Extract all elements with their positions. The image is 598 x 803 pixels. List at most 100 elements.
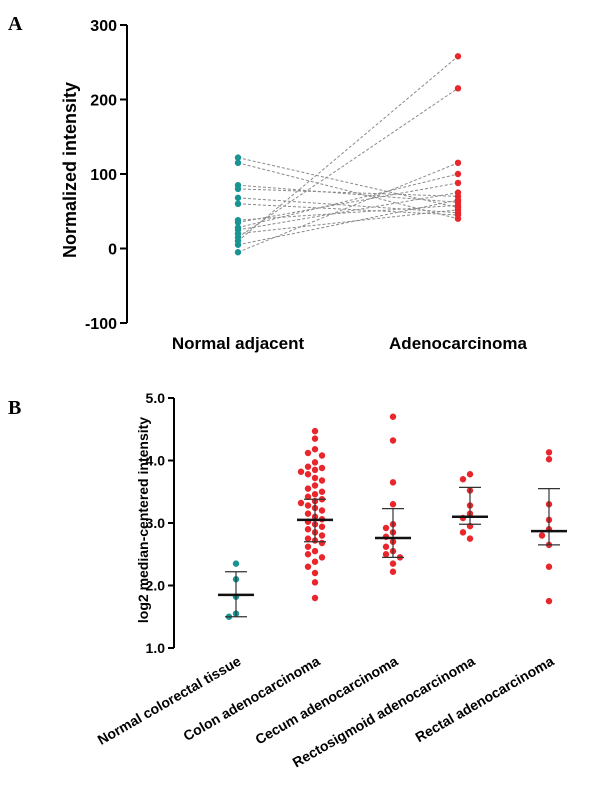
panel-b-point [304, 535, 312, 542]
panel-b-point [311, 482, 319, 489]
panel-b-point [538, 532, 546, 539]
panel-b-point [297, 499, 305, 507]
panel-a-letter: A [8, 13, 23, 35]
panel-b-point [297, 468, 305, 475]
panel-b-axes: 1.0 2.0 3.0 4.0 5.0 [146, 390, 175, 656]
panel-b-point [311, 427, 319, 435]
panel-b-point [304, 551, 312, 558]
panel-a-y-axis-title: Normalized intensity [60, 82, 80, 258]
panel-a-pair-line [237, 55, 459, 242]
panel-a-point-normal [234, 200, 242, 207]
panel-b-point [311, 466, 319, 474]
panel-a-point-normal [234, 185, 242, 193]
panel-b-point [545, 456, 553, 463]
panel-b-point [311, 594, 319, 602]
panel-b-chart: 1.0 2.0 3.0 4.0 5.0 log2 median-centered int… [95, 390, 567, 770]
panel-a-point-tumor [454, 189, 462, 196]
panel-a-pair-line [237, 162, 459, 253]
panel-a-point-normal [234, 154, 242, 161]
panel-a-points [234, 53, 462, 256]
panel-a-pair-line [237, 173, 459, 229]
panel-b-y-axis-title: log2 median-centered intensity [135, 417, 151, 623]
panel-a-pair-line [237, 204, 459, 221]
panel-b-point [389, 479, 397, 486]
panel-a-point-tumor [454, 53, 462, 60]
panel-b-point [389, 413, 397, 420]
panel-b-point [304, 563, 312, 570]
panel-a-pair-line [237, 197, 459, 214]
panel-a-point-tumor [454, 85, 462, 92]
panel-b-y-tick-label: 2.0 [146, 578, 166, 594]
panel-b-point [545, 449, 553, 456]
panel-b-point [304, 510, 312, 517]
panel-b-point [545, 563, 553, 570]
panel-b-letter: B [8, 397, 21, 419]
panel-b-point [311, 459, 319, 466]
panel-a-y-tick-label: 200 [90, 93, 117, 110]
panel-b-point [311, 579, 319, 586]
panel-b-point [389, 501, 397, 508]
panel-a-point-tumor [454, 179, 462, 187]
panel-b-point [304, 449, 312, 457]
panel-b-point [466, 535, 474, 542]
panel-b-point [382, 543, 390, 550]
panel-b-point [304, 543, 312, 550]
panel-a-pair-line [237, 184, 459, 203]
panel-a-point-tumor [454, 211, 462, 219]
panel-a-pair-line [237, 188, 459, 197]
panel-a-point-tumor [454, 159, 462, 167]
panel-a-pair-line [237, 209, 459, 235]
panel-b-point [545, 597, 553, 605]
panel-b-point [304, 526, 312, 533]
panel-a-point-normal [234, 159, 242, 167]
panel-a-point-tumor [454, 206, 462, 213]
panel-a-pair-line [237, 203, 459, 216]
panel-b-point [318, 539, 326, 547]
panel-a-pair-line [237, 199, 459, 246]
panel-b-point [318, 464, 326, 472]
panel-a-y-tick-label: 100 [90, 167, 117, 184]
panel-a-category-label-normal: Normal adjacent [172, 334, 305, 353]
panel-a-y-tick-label: -100 [85, 316, 117, 333]
panel-a-chart: -100 0 100 200 300 Normalized intensity Norm… [60, 18, 528, 353]
panel-b-point [318, 523, 326, 530]
panel-b-point [304, 471, 312, 478]
panel-a-point-normal [234, 249, 242, 256]
panel-b-category-label: Rectal adenocarcinoma [412, 653, 556, 746]
panel-a-point-normal [234, 219, 242, 226]
panel-a-point-tumor [454, 196, 462, 204]
panel-b-point [318, 452, 326, 459]
panel-b-category-label: Colon adenocarcinoma [180, 653, 322, 744]
panel-b-point [382, 524, 390, 532]
panel-b-point [232, 560, 240, 567]
panel-b-point [311, 569, 319, 577]
panel-b-point [318, 507, 326, 514]
panel-b-y-tick-label: 1.0 [146, 640, 166, 656]
panel-b-point [466, 471, 474, 478]
panel-b-point [311, 474, 319, 482]
panel-b-point [382, 551, 390, 558]
panel-b-point [311, 558, 319, 565]
panel-a-y-tick-label: 0 [108, 242, 117, 259]
panel-a-pair-line [237, 182, 459, 223]
panel-b-point [311, 446, 319, 453]
panel-b-y-tick-label: 5.0 [146, 390, 166, 406]
panel-a-pair-line [237, 162, 459, 220]
panel-b-point [389, 560, 397, 567]
panel-b-point [459, 529, 467, 536]
panel-a-point-tumor [454, 170, 462, 178]
panel-b-point [389, 437, 397, 444]
panel-b-point [318, 477, 326, 484]
panel-b-point [318, 488, 326, 495]
panel-b-point [318, 532, 326, 539]
panel-b-point [311, 491, 319, 498]
panel-b-point [318, 554, 326, 561]
panel-a-y-tick-label: 300 [90, 18, 117, 35]
panel-b-category-label: Cecum adenocarcinoma [252, 653, 400, 748]
panel-b-point [311, 547, 319, 555]
panel-a-pair-line [237, 192, 459, 231]
panel-b-point [459, 476, 467, 483]
panel-b-y-tick-label: 4.0 [146, 453, 166, 469]
